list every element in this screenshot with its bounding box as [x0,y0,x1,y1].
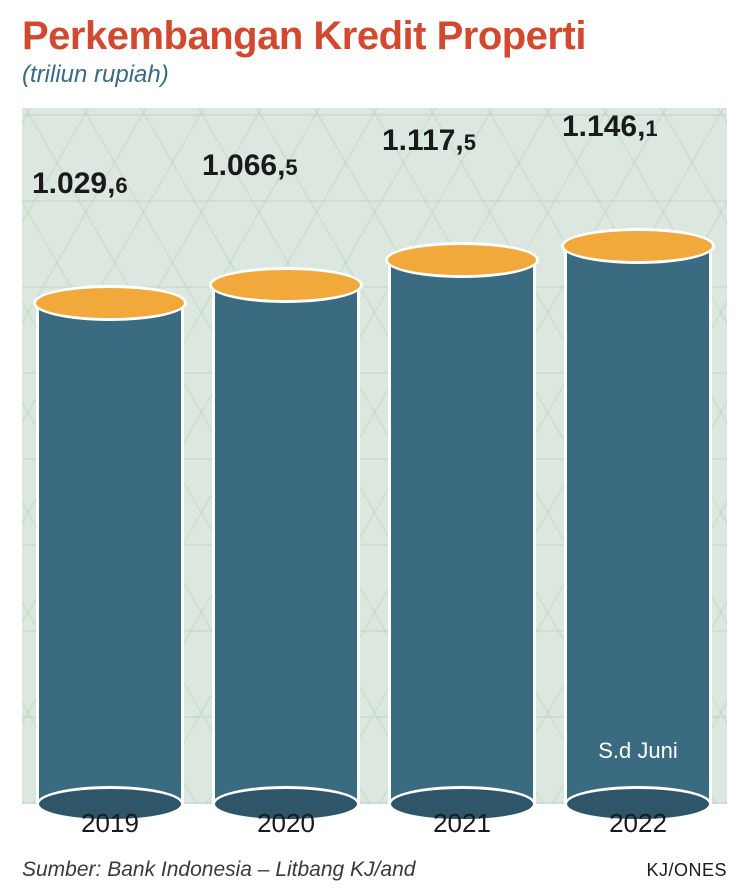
value-label: 1.117,5 [382,124,582,158]
chart-subtitle: (triliun rupiah) [0,59,749,89]
x-label: 2022 [564,808,712,839]
source-text: Sumber: Bank Indonesia – Litbang KJ/and [22,858,415,882]
x-label: 2020 [212,808,360,839]
bar-note: S.d Juni [564,738,712,764]
bar-2021 [388,108,536,804]
value-label: 1.146,1 [562,110,749,144]
bar-2020 [212,108,360,804]
chart-title: Perkembangan Kredit Properti [0,0,749,59]
x-axis-labels: 2019 2020 2021 2022 [22,808,727,848]
value-label: 1.066,5 [202,149,402,183]
credit-text: KJ/ONES [646,860,727,881]
chart-plot-area: 1.029,61.066,51.117,5S.d Juni1.146,1 [22,108,727,804]
bar-2019 [36,108,184,804]
x-label: 2019 [36,808,184,839]
bar-2022: S.d Juni [564,108,712,804]
x-label: 2021 [388,808,536,839]
chart-footer: Sumber: Bank Indonesia – Litbang KJ/and … [22,858,727,882]
